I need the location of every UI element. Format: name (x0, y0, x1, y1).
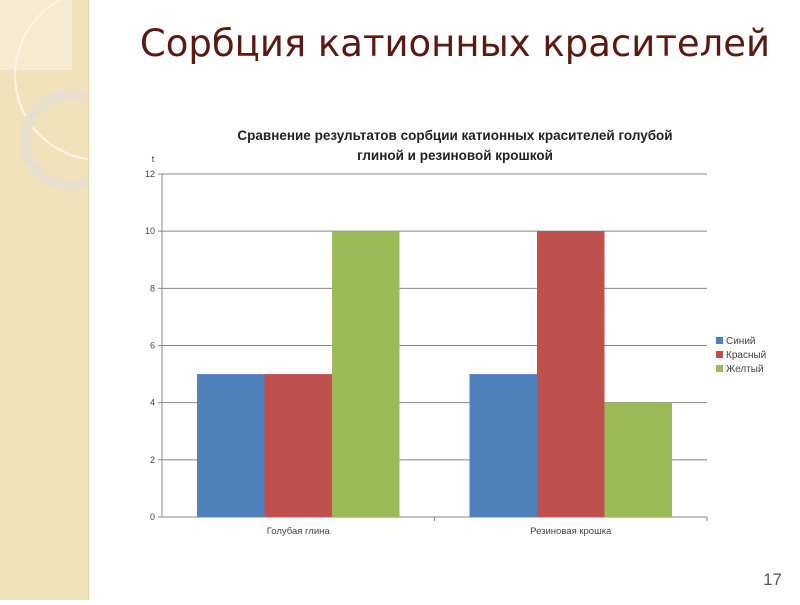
bar-Красный (537, 231, 605, 517)
legend-label: Красный (726, 350, 766, 361)
legend-label: Желтый (726, 364, 764, 375)
chart-title-line-2: глиной и резиновой крошкой (357, 148, 553, 163)
bar-Желтый (332, 231, 400, 517)
decorative-side-panel (0, 0, 186, 600)
legend-swatch (716, 337, 723, 344)
slide-title: Сорбция катионных красителей (139, 22, 771, 65)
bar-Синий (469, 374, 537, 517)
x-tick-label: Резиновая крошка (530, 526, 612, 537)
legend-swatch (716, 365, 723, 372)
bar-Синий (197, 374, 265, 517)
chart-title-line-1: Сравнение результатов сорбции катионных … (237, 128, 672, 143)
bar-Желтый (604, 402, 672, 517)
y-tick-label: 8 (150, 283, 155, 293)
legend-swatch (716, 351, 723, 358)
legend-label: Синий (726, 336, 756, 347)
x-tick-label: Голубая глина (267, 526, 331, 537)
y-tick-label: 12 (145, 169, 155, 179)
y-tick-label: 4 (150, 398, 155, 408)
y-tick-label: 6 (150, 341, 155, 351)
page-number: 17 (763, 570, 782, 589)
y-tick-label: 2 (150, 455, 155, 465)
y-tick-label: 0 (150, 512, 155, 522)
y-axis-label: t (152, 154, 155, 164)
y-tick-label: 10 (145, 226, 155, 236)
bar-Красный (264, 374, 332, 517)
